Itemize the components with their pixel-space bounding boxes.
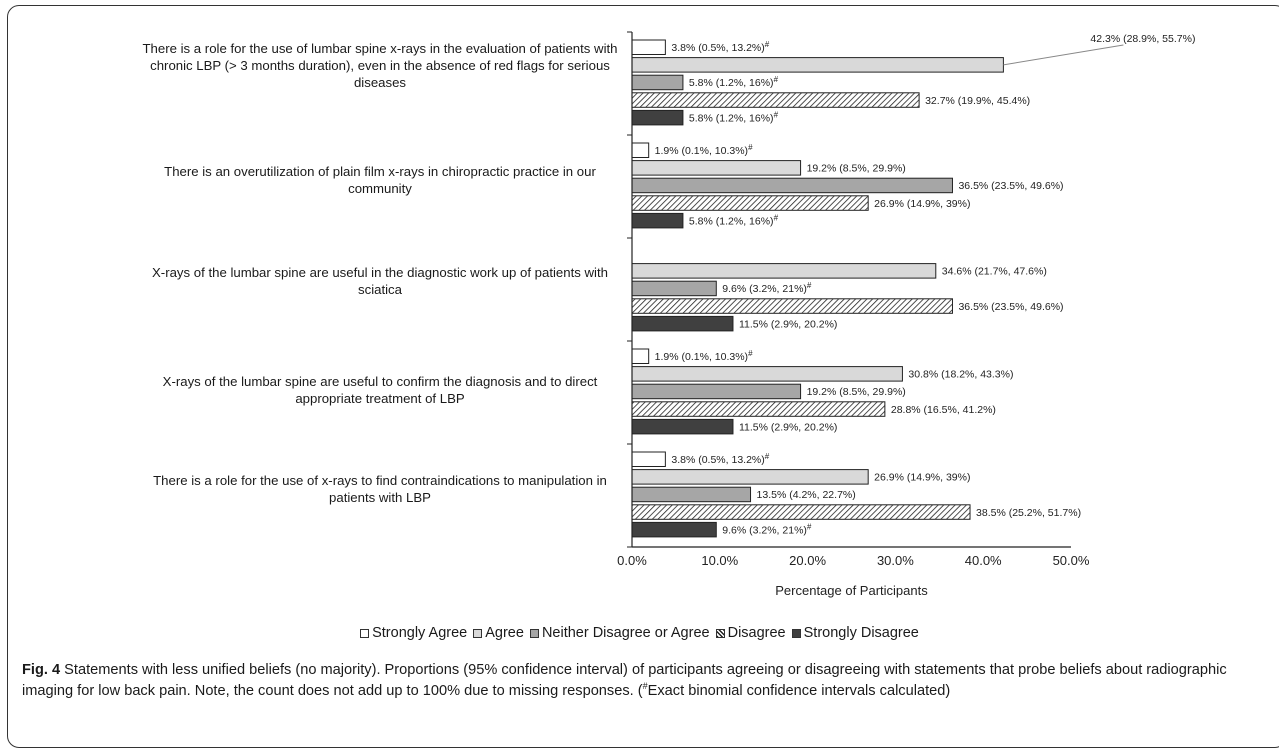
data-label-strongly-agree-1: 3.8% (0.5%, 13.2%)# [671,40,769,54]
bar-strongly-agree-1 [631,39,666,55]
data-label-strongly-disagree-5: 9.6% (3.2%, 21%)# [722,522,812,536]
legend-label-strongly-agree: Strongly Agree [372,625,468,641]
bar-neither-5 [631,486,752,503]
x-axis-title: Percentage of Participants [775,583,928,598]
leader-line [1003,44,1124,66]
bar-disagree-5 [631,504,971,520]
bar-neither-2 [631,177,953,194]
footnote-text: Exact binomial confidence intervals calc… [647,683,946,699]
legend-swatch-neither [529,628,539,638]
legend-swatch-strongly-agree [360,628,370,638]
data-label-agree-1: 42.3% (28.9%, 55.7%) [1090,33,1195,45]
figure-label: Fig. 4 [22,662,61,678]
x-tick-label: 20.0% [789,553,826,568]
caption-footnote: (#Exact binomial confidence intervals ca… [637,681,951,699]
x-tick-label: 10.0% [701,553,738,568]
category-label-5: There is a role for the use of x-rays to… [153,473,607,505]
bar-agree-5 [631,469,869,485]
data-label-strongly-agree-4: 1.9% (0.1%, 10.3%)# [655,349,753,363]
bar-agree-4 [631,366,903,382]
data-label-disagree-5: 38.5% (25.2%, 51.7%) [976,507,1081,519]
bar-agree-1 [631,57,1004,73]
bar-strongly-agree-5 [631,451,666,467]
data-label-agree-2: 19.2% (8.5%, 29.9%) [807,163,906,175]
x-tick-label: 40.0% [965,553,1002,568]
legend-swatch-disagree [715,628,725,638]
bar-neither-1 [631,74,684,91]
bar-disagree-2 [631,195,869,211]
data-label-strongly-agree-5: 3.8% (0.5%, 13.2%)# [671,452,769,466]
bar-chart: 3.8% (0.5%, 13.2%)# 1.9% (0.1%, 10.3%)# 1.… [617,31,1195,598]
legend-item-disagree: Disagree [715,625,786,641]
bar-strongly-disagree-4 [631,418,734,435]
bar-strongly-disagree-1 [631,109,684,126]
bar-disagree-4 [631,401,886,417]
legend-swatch-agree [473,628,483,638]
legend-item-strongly-agree: Strongly Agree [360,625,467,641]
data-label-neither-2: 36.5% (23.5%, 49.6%) [958,180,1063,192]
legend-label-strongly-disagree: Strongly Disagree [803,625,919,641]
data-label-neither-3: 9.6% (3.2%, 21%)# [722,281,812,295]
data-label-neither-4: 19.2% (8.5%, 29.9%) [807,386,906,398]
bar-agree-2 [631,160,802,176]
data-label-strongly-disagree-3: 11.5% (2.9%, 20.2%) [739,318,837,330]
caption-text: Statements with less unified beliefs (no… [22,662,1227,699]
legend-item-neither: Neither Disagree or Agree [529,625,710,641]
x-tick-label: 0.0% [617,553,647,568]
legend-swatch-strongly-disagree [791,628,801,638]
category-label-4: X-rays of the lumbar spine are useful to… [162,374,598,406]
data-label-agree-3: 34.6% (21.7%, 47.6%) [942,266,1047,278]
legend-label-agree: Agree [485,625,524,641]
bar-disagree-3 [631,298,953,314]
category-label-3: X-rays of the lumbar spine are useful in… [152,265,608,297]
data-label-disagree-3: 36.5% (23.5%, 49.6%) [958,301,1063,313]
bar-strongly-disagree-5 [631,521,717,538]
data-label-disagree-2: 26.9% (14.9%, 39%) [874,198,970,210]
bar-disagree-1 [631,92,920,108]
figure-caption: Fig. 4 Statements with less unified beli… [22,660,1272,702]
bar-strongly-disagree-3 [631,315,734,332]
x-tick-label: 30.0% [877,553,914,568]
x-tick-label: 50.0% [1053,553,1090,568]
data-label-strongly-agree-2: 1.9% (0.1%, 10.3%)# [655,143,753,157]
bar-strongly-agree-2 [631,142,650,158]
legend-item-agree: Agree [473,625,524,641]
data-label-strongly-disagree-2: 5.8% (1.2%, 16%)# [689,213,779,227]
data-label-neither-1: 5.8% (1.2%, 16%)# [689,75,779,89]
legend-label-disagree: Disagree [727,625,786,641]
bar-agree-3 [631,263,937,279]
data-label-strongly-disagree-4: 11.5% (2.9%, 20.2%) [739,421,837,433]
category-label-2: There is an overutilization of plain fil… [164,164,596,196]
legend-label-neither: Neither Disagree or Agree [541,625,710,641]
data-label-agree-4: 30.8% (18.2%, 43.3%) [908,369,1013,381]
data-label-strongly-disagree-1: 5.8% (1.2%, 16%)# [689,110,779,124]
bar-neither-4 [631,383,802,400]
data-label-neither-5: 13.5% (4.2%, 22.7%) [757,489,856,501]
footnote-mark: # [642,681,648,692]
legend-item-strongly-disagree: Strongly Disagree [791,625,919,641]
data-label-agree-5: 26.9% (14.9%, 39%) [874,472,970,484]
legend: Strongly Agree Agree Neither Disagree or A… [0,625,1279,642]
bar-neither-3 [631,280,717,297]
data-label-disagree-1: 32.7% (19.9%, 45.4%) [925,95,1030,107]
data-label-disagree-4: 28.8% (16.5%, 41.2%) [891,404,996,416]
category-label-1: There is a role for the use of lumbar sp… [142,41,618,90]
bar-strongly-disagree-2 [631,212,684,229]
bar-strongly-agree-4 [631,348,650,364]
